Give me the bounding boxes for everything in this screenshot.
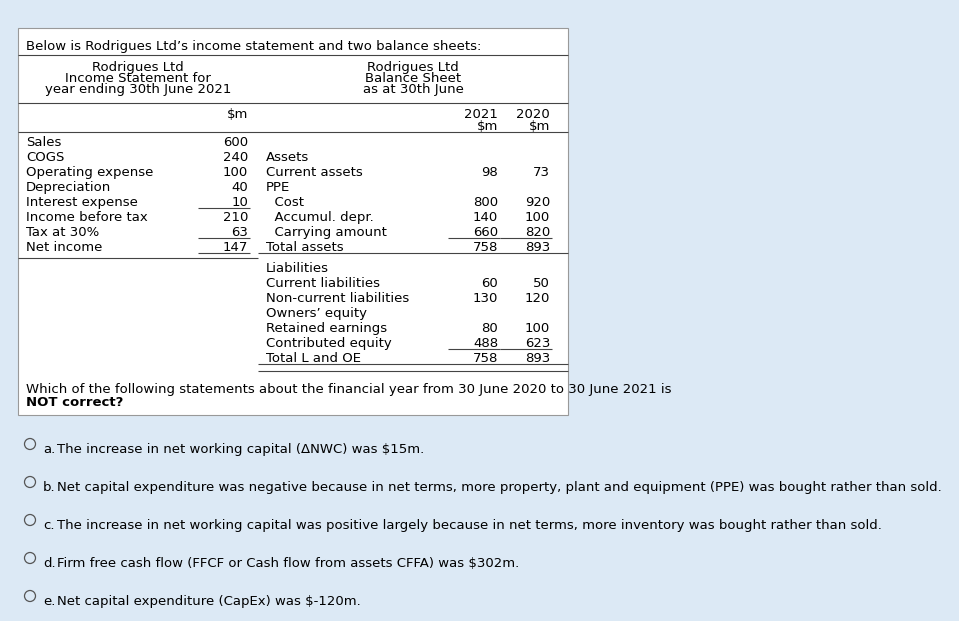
- Text: Liabilities: Liabilities: [266, 262, 329, 275]
- Text: 120: 120: [525, 292, 550, 305]
- Text: Firm free cash flow (FFCF or Cash flow from assets CFFA) was $302m.: Firm free cash flow (FFCF or Cash flow f…: [57, 557, 519, 570]
- Text: 920: 920: [525, 196, 550, 209]
- Text: Carrying amount: Carrying amount: [266, 226, 386, 239]
- Text: 98: 98: [481, 166, 498, 179]
- Text: Net capital expenditure was negative because in net terms, more property, plant : Net capital expenditure was negative bec…: [57, 481, 942, 494]
- FancyBboxPatch shape: [18, 28, 568, 415]
- Text: 623: 623: [525, 337, 550, 350]
- Text: 600: 600: [222, 136, 248, 149]
- Text: Owners’ equity: Owners’ equity: [266, 307, 367, 320]
- Text: 100: 100: [222, 166, 248, 179]
- Text: Operating expense: Operating expense: [26, 166, 153, 179]
- Text: Rodrigues Ltd: Rodrigues Ltd: [92, 61, 184, 74]
- Text: b.: b.: [43, 481, 56, 494]
- Text: Current assets: Current assets: [266, 166, 363, 179]
- Text: d.: d.: [43, 557, 56, 570]
- Text: 2021: 2021: [464, 108, 498, 121]
- Text: NOT correct?: NOT correct?: [26, 396, 124, 409]
- Text: Balance Sheet: Balance Sheet: [365, 72, 461, 85]
- Text: 758: 758: [473, 241, 498, 254]
- Text: $m: $m: [226, 108, 248, 121]
- Text: Rodrigues Ltd: Rodrigues Ltd: [367, 61, 458, 74]
- Text: 80: 80: [481, 322, 498, 335]
- Text: 2020: 2020: [516, 108, 550, 121]
- Text: 893: 893: [525, 352, 550, 365]
- Text: Non-current liabilities: Non-current liabilities: [266, 292, 409, 305]
- Text: Contributed equity: Contributed equity: [266, 337, 391, 350]
- Text: 60: 60: [481, 277, 498, 290]
- Text: Net capital expenditure (CapEx) was $-120m.: Net capital expenditure (CapEx) was $-12…: [57, 595, 361, 608]
- Text: Accumul. depr.: Accumul. depr.: [266, 211, 374, 224]
- Text: Retained earnings: Retained earnings: [266, 322, 387, 335]
- Text: Below is Rodrigues Ltd’s income statement and two balance sheets:: Below is Rodrigues Ltd’s income statemen…: [26, 40, 481, 53]
- Text: 660: 660: [473, 226, 498, 239]
- Text: 63: 63: [231, 226, 248, 239]
- Text: 100: 100: [525, 322, 550, 335]
- Text: 50: 50: [533, 277, 550, 290]
- Text: 140: 140: [473, 211, 498, 224]
- Text: PPE: PPE: [266, 181, 291, 194]
- Text: Depreciation: Depreciation: [26, 181, 111, 194]
- Text: The increase in net working capital was positive largely because in net terms, m: The increase in net working capital was …: [57, 519, 882, 532]
- Text: Interest expense: Interest expense: [26, 196, 138, 209]
- Text: 130: 130: [473, 292, 498, 305]
- Text: 100: 100: [525, 211, 550, 224]
- Text: 758: 758: [473, 352, 498, 365]
- Text: Total L and OE: Total L and OE: [266, 352, 361, 365]
- Text: Income before tax: Income before tax: [26, 211, 148, 224]
- Text: Total assets: Total assets: [266, 241, 343, 254]
- Text: Assets: Assets: [266, 151, 309, 164]
- Text: year ending 30th June 2021: year ending 30th June 2021: [45, 83, 231, 96]
- Text: The increase in net working capital (ΔNWC) was $15m.: The increase in net working capital (ΔNW…: [57, 443, 424, 456]
- Text: 820: 820: [525, 226, 550, 239]
- Text: 893: 893: [525, 241, 550, 254]
- Text: Which of the following statements about the financial year from 30 June 2020 to : Which of the following statements about …: [26, 383, 671, 396]
- Text: 240: 240: [222, 151, 248, 164]
- Text: $m: $m: [528, 120, 550, 133]
- Text: a.: a.: [43, 443, 56, 456]
- Text: COGS: COGS: [26, 151, 64, 164]
- Text: as at 30th June: as at 30th June: [363, 83, 463, 96]
- Text: 73: 73: [533, 166, 550, 179]
- Text: $m: $m: [477, 120, 498, 133]
- Text: c.: c.: [43, 519, 55, 532]
- Text: Cost: Cost: [266, 196, 304, 209]
- Text: 210: 210: [222, 211, 248, 224]
- Text: 800: 800: [473, 196, 498, 209]
- Text: 147: 147: [222, 241, 248, 254]
- Text: e.: e.: [43, 595, 56, 608]
- Text: Tax at 30%: Tax at 30%: [26, 226, 99, 239]
- Text: Current liabilities: Current liabilities: [266, 277, 380, 290]
- Text: Net income: Net income: [26, 241, 103, 254]
- Text: 488: 488: [473, 337, 498, 350]
- Text: 10: 10: [231, 196, 248, 209]
- Text: Sales: Sales: [26, 136, 61, 149]
- Text: 40: 40: [231, 181, 248, 194]
- Text: Income Statement for: Income Statement for: [65, 72, 211, 85]
